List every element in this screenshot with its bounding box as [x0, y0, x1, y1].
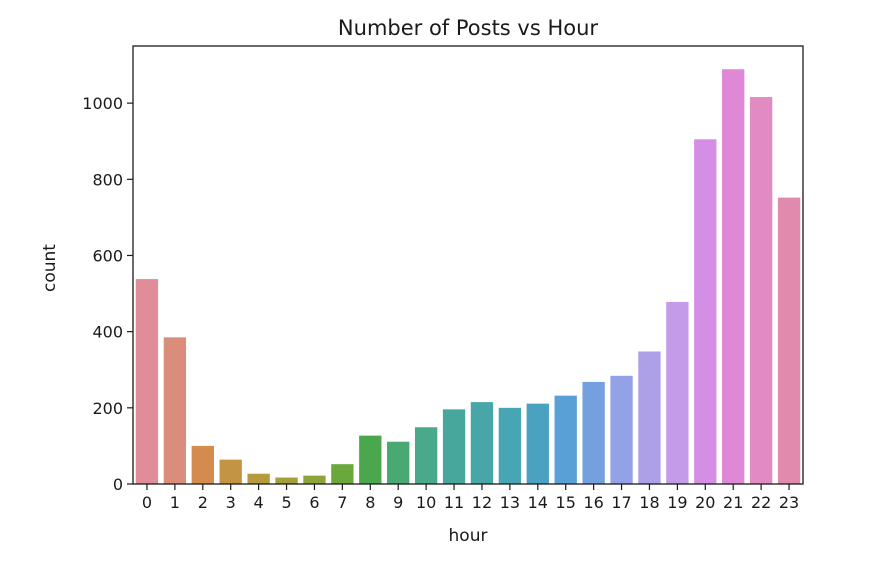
x-tick-label: 13 — [500, 493, 520, 512]
bar-hour-19 — [666, 301, 689, 484]
y-tick-label: 1000 — [82, 94, 123, 113]
x-tick-label: 6 — [309, 493, 319, 512]
bar-hour-2 — [191, 445, 214, 484]
bar-hour-18 — [638, 351, 661, 484]
bar-hour-17 — [610, 375, 633, 484]
bar-hour-15 — [554, 395, 577, 484]
bar-hour-0 — [135, 279, 159, 484]
x-tick-label: 15 — [556, 493, 576, 512]
bar-hour-14 — [526, 403, 549, 484]
x-tick-label: 5 — [281, 493, 291, 512]
y-tick-label: 600 — [92, 246, 123, 265]
x-tick-label: 19 — [667, 493, 687, 512]
x-tick-label: 1 — [170, 493, 180, 512]
bar-hour-8 — [359, 435, 382, 484]
x-tick-label: 11 — [444, 493, 464, 512]
bar-hour-23 — [777, 197, 801, 484]
x-tick-label: 8 — [365, 493, 375, 512]
x-tick-label: 7 — [337, 493, 347, 512]
bar-hour-3 — [219, 459, 242, 484]
x-tick-label: 16 — [583, 493, 603, 512]
bar-hour-13 — [498, 407, 522, 484]
bar-hour-11 — [442, 409, 466, 484]
x-tick-label: 22 — [751, 493, 771, 512]
chart-title: Number of Posts vs Hour — [338, 16, 598, 40]
x-tick-label: 23 — [779, 493, 799, 512]
bar-hour-12 — [470, 402, 494, 484]
y-tick-label: 200 — [92, 399, 123, 418]
x-tick-label: 20 — [695, 493, 715, 512]
y-tick-label: 0 — [113, 475, 123, 494]
bar-hour-5 — [275, 477, 298, 484]
bar-hour-1 — [163, 337, 187, 484]
bar-hour-9 — [387, 441, 410, 484]
x-tick-label: 10 — [416, 493, 436, 512]
plot-frame — [132, 45, 804, 485]
x-tick-label: 9 — [393, 493, 403, 512]
y-axis: 0 200 400 600 800 1000 — [82, 94, 133, 494]
x-tick-label: 3 — [226, 493, 236, 512]
bar-hour-22 — [749, 97, 773, 484]
y-axis-label: count — [40, 244, 60, 292]
bar-hour-10 — [414, 427, 438, 484]
x-tick-label: 18 — [639, 493, 659, 512]
bars-group — [135, 69, 801, 484]
bar-hour-21 — [722, 69, 745, 484]
y-tick-label: 400 — [92, 323, 123, 342]
x-axis-label: hour — [449, 526, 488, 546]
x-tick-label: 4 — [254, 493, 264, 512]
bar-hour-4 — [247, 473, 270, 484]
x-tick-label: 17 — [611, 493, 631, 512]
x-axis: 0 1 2 3 4 5 6 7 8 9 10 11 12 13 14 15 16 17 18 19 20 21 22 23 — [142, 484, 799, 512]
y-tick-label: 800 — [92, 170, 123, 189]
x-tick-label: 2 — [198, 493, 208, 512]
x-tick-label: 21 — [723, 493, 743, 512]
x-tick-label: 12 — [472, 493, 492, 512]
bar-hour-7 — [331, 464, 354, 484]
x-tick-label: 0 — [142, 493, 152, 512]
bar-hour-16 — [582, 381, 605, 484]
bar-hour-20 — [694, 139, 717, 484]
bar-hour-6 — [303, 475, 326, 484]
x-tick-label: 14 — [528, 493, 548, 512]
